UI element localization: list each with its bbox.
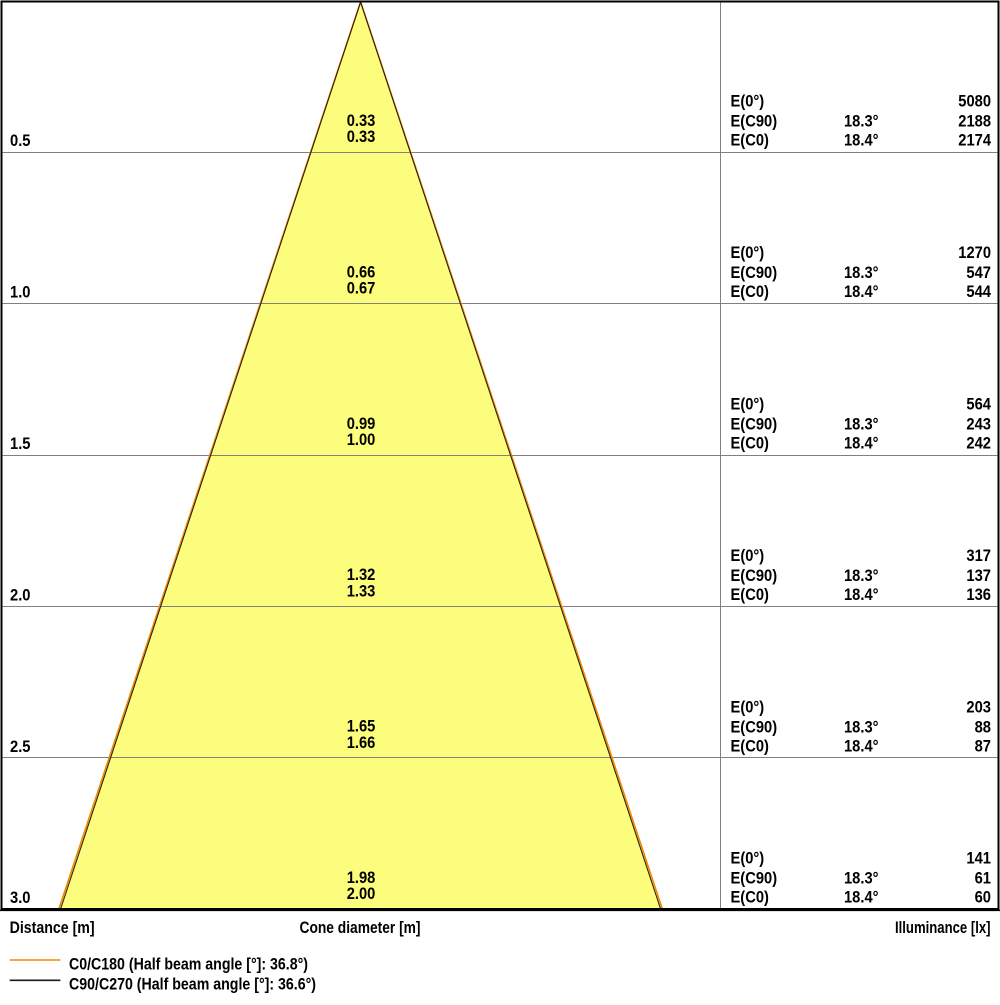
svg-text:136: 136	[966, 586, 991, 604]
svg-text:317: 317	[966, 547, 991, 565]
svg-text:2.00: 2.00	[347, 885, 376, 903]
svg-text:141: 141	[966, 850, 991, 868]
svg-text:E(C0): E(C0)	[731, 283, 769, 301]
svg-text:Illuminance [lx]: Illuminance [lx]	[895, 919, 991, 937]
svg-text:E(C0): E(C0)	[731, 889, 769, 907]
svg-text:18.3°: 18.3°	[844, 264, 879, 282]
svg-text:18.4°: 18.4°	[844, 889, 879, 907]
svg-text:1.5: 1.5	[10, 435, 31, 453]
svg-text:243: 243	[966, 416, 991, 434]
svg-text:Distance [m]: Distance [m]	[10, 919, 95, 937]
svg-text:Cone diameter [m]: Cone diameter [m]	[300, 919, 421, 937]
svg-text:547: 547	[966, 264, 991, 282]
svg-text:E(C0): E(C0)	[731, 737, 769, 755]
svg-text:0.66: 0.66	[347, 263, 376, 281]
svg-text:1270: 1270	[958, 244, 991, 262]
svg-text:137: 137	[966, 567, 991, 585]
svg-text:18.3°: 18.3°	[844, 113, 879, 131]
svg-text:E(C0): E(C0)	[731, 132, 769, 150]
svg-text:E(0°): E(0°)	[731, 698, 765, 716]
svg-text:18.3°: 18.3°	[844, 416, 879, 434]
svg-text:1.66: 1.66	[347, 734, 376, 752]
svg-text:2188: 2188	[958, 113, 991, 131]
svg-text:88: 88	[975, 718, 991, 736]
svg-text:87: 87	[975, 737, 991, 755]
svg-text:18.4°: 18.4°	[844, 737, 879, 755]
svg-text:18.4°: 18.4°	[844, 586, 879, 604]
svg-text:E(C90): E(C90)	[731, 113, 778, 131]
svg-text:0.33: 0.33	[347, 112, 376, 130]
svg-text:1.33: 1.33	[347, 583, 376, 601]
svg-text:2.0: 2.0	[10, 587, 31, 605]
svg-text:564: 564	[966, 396, 991, 414]
svg-text:E(0°): E(0°)	[731, 850, 765, 868]
svg-text:5080: 5080	[958, 93, 991, 111]
svg-text:E(C90): E(C90)	[731, 264, 778, 282]
svg-text:0.5: 0.5	[10, 132, 31, 150]
svg-text:1.32: 1.32	[347, 566, 376, 584]
svg-text:E(0°): E(0°)	[731, 93, 765, 111]
svg-text:61: 61	[975, 870, 991, 888]
svg-text:E(C90): E(C90)	[731, 718, 778, 736]
svg-text:1.0: 1.0	[10, 284, 31, 302]
svg-text:C90/C270 (Half beam angle [°]:: C90/C270 (Half beam angle [°]: 36.6°)	[69, 975, 316, 993]
svg-text:18.4°: 18.4°	[844, 435, 879, 453]
svg-text:E(0°): E(0°)	[731, 547, 765, 565]
svg-text:E(C90): E(C90)	[731, 416, 778, 434]
svg-text:E(C0): E(C0)	[731, 435, 769, 453]
svg-text:2.5: 2.5	[10, 738, 31, 756]
svg-text:18.3°: 18.3°	[844, 870, 879, 888]
svg-text:0.99: 0.99	[347, 415, 376, 433]
svg-text:E(0°): E(0°)	[731, 396, 765, 414]
svg-text:544: 544	[966, 283, 991, 301]
svg-text:60: 60	[975, 889, 991, 907]
svg-text:18.4°: 18.4°	[844, 283, 879, 301]
svg-text:0.67: 0.67	[347, 280, 376, 298]
svg-text:1.65: 1.65	[347, 718, 376, 736]
svg-text:1.98: 1.98	[347, 869, 376, 887]
svg-text:1.00: 1.00	[347, 431, 376, 449]
svg-text:E(C90): E(C90)	[731, 567, 778, 585]
svg-text:E(C0): E(C0)	[731, 586, 769, 604]
svg-text:18.3°: 18.3°	[844, 718, 879, 736]
svg-text:3.0: 3.0	[10, 889, 31, 907]
svg-text:0.33: 0.33	[347, 128, 376, 146]
svg-text:203: 203	[966, 698, 991, 716]
svg-text:18.4°: 18.4°	[844, 132, 879, 150]
svg-text:2174: 2174	[958, 132, 991, 150]
svg-text:242: 242	[966, 435, 991, 453]
svg-text:18.3°: 18.3°	[844, 567, 879, 585]
svg-text:E(0°): E(0°)	[731, 244, 765, 262]
svg-text:C0/C180 (Half beam angle [°]:: C0/C180 (Half beam angle [°]: 36.8°)	[69, 955, 308, 973]
svg-text:E(C90): E(C90)	[731, 870, 778, 888]
